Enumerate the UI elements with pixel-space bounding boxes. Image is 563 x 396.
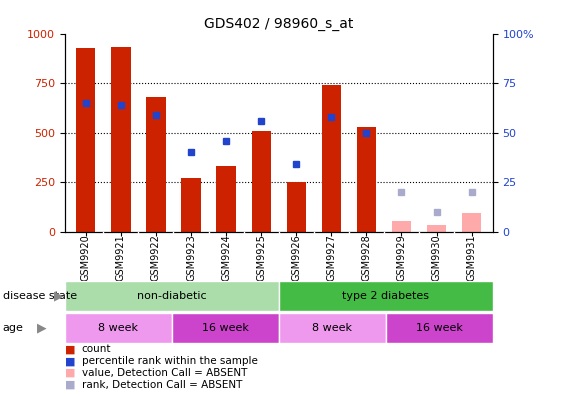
Text: percentile rank within the sample: percentile rank within the sample: [82, 356, 257, 366]
Text: type 2 diabetes: type 2 diabetes: [342, 291, 429, 301]
Text: ■: ■: [65, 356, 75, 366]
Text: non-diabetic: non-diabetic: [137, 291, 207, 301]
Bar: [252, 131, 271, 232]
Text: 8 week: 8 week: [312, 323, 352, 333]
Bar: [181, 178, 200, 232]
Text: GSM9928: GSM9928: [361, 234, 372, 281]
Bar: [65, 281, 279, 311]
Text: GSM9920: GSM9920: [81, 234, 91, 281]
Text: GSM9931: GSM9931: [467, 234, 477, 281]
Bar: [146, 97, 166, 232]
Bar: [462, 213, 481, 232]
Text: 16 week: 16 week: [415, 323, 463, 333]
Bar: [357, 127, 376, 232]
Bar: [427, 225, 446, 232]
Bar: [321, 85, 341, 232]
Text: count: count: [82, 344, 111, 354]
Text: rank, Detection Call = ABSENT: rank, Detection Call = ABSENT: [82, 380, 242, 390]
Bar: [172, 313, 279, 343]
Bar: [287, 182, 306, 232]
Bar: [392, 221, 411, 232]
Text: age: age: [3, 323, 24, 333]
Text: GSM9926: GSM9926: [291, 234, 301, 281]
Text: GSM9930: GSM9930: [431, 234, 441, 281]
Text: 8 week: 8 week: [98, 323, 138, 333]
Text: GSM9923: GSM9923: [186, 234, 196, 281]
Text: GSM9927: GSM9927: [327, 234, 336, 281]
Text: ▶: ▶: [37, 321, 46, 334]
Bar: [279, 281, 493, 311]
Bar: [216, 166, 236, 232]
Bar: [65, 313, 172, 343]
Text: ■: ■: [65, 380, 75, 390]
Text: disease state: disease state: [3, 291, 77, 301]
Bar: [279, 313, 386, 343]
Bar: [111, 46, 131, 232]
Bar: [386, 313, 493, 343]
Text: 16 week: 16 week: [202, 323, 249, 333]
Text: ▶: ▶: [53, 289, 63, 303]
Text: GSM9922: GSM9922: [151, 234, 161, 281]
Text: GSM9924: GSM9924: [221, 234, 231, 281]
Text: value, Detection Call = ABSENT: value, Detection Call = ABSENT: [82, 368, 247, 378]
Text: GSM9929: GSM9929: [396, 234, 406, 281]
Text: ■: ■: [65, 344, 75, 354]
Text: GSM9921: GSM9921: [116, 234, 126, 281]
Text: ■: ■: [65, 368, 75, 378]
Title: GDS402 / 98960_s_at: GDS402 / 98960_s_at: [204, 17, 354, 31]
Text: GSM9925: GSM9925: [256, 234, 266, 281]
Bar: [76, 48, 96, 232]
